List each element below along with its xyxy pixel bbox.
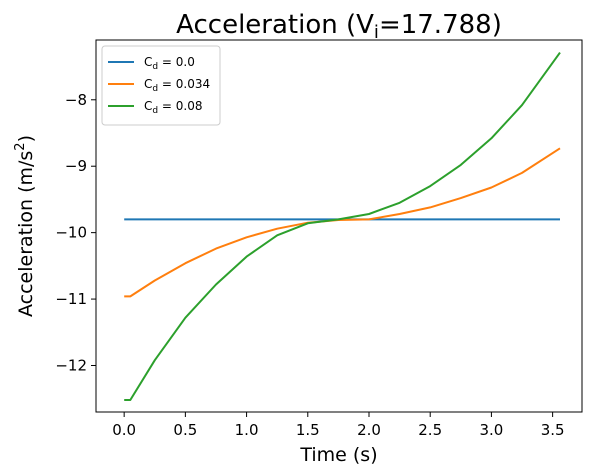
x-axis-ticks: 0.0 0.5 1.0 1.5 2.0 2.5 3.0 3.5 (112, 412, 565, 439)
legend-label-2: Cd = 0.08 (144, 99, 203, 116)
x-tick-label: 0.5 (173, 421, 197, 439)
y-axis-ticks: −12 −11 −10 −9 −8 (55, 91, 96, 375)
series-line-1 (124, 147, 561, 298)
x-tick-label: 1.5 (296, 421, 320, 439)
y-axis-title: Acceleration (m/s2) (13, 135, 37, 317)
legend-name-base: C (144, 77, 152, 91)
y-tick-label: −8 (65, 91, 87, 109)
y-tick-label: −12 (55, 357, 87, 375)
x-tick-label: 3.0 (479, 421, 503, 439)
axes-frame (95, 39, 583, 413)
x-tick-label: 3.5 (541, 421, 565, 439)
y-axis-title-text: Acceleration (m/s2) (13, 135, 37, 317)
series-line-2 (124, 52, 561, 401)
x-tick-label: 0.0 (112, 421, 136, 439)
legend-name-suffix: = 0.034 (158, 77, 210, 91)
x-tick-label: 1.0 (235, 421, 259, 439)
ylabel-prefix: Acceleration (m/s (15, 151, 37, 317)
x-axis-title: Time (s) (299, 444, 377, 466)
chart-title: Acceleration (Vi=17.788) (176, 10, 502, 43)
legend-label-0: Cd = 0.0 (144, 55, 195, 72)
y-tick-label: −10 (55, 224, 87, 242)
y-tick-label: −11 (55, 290, 87, 308)
legend-name-subscript: d (152, 106, 158, 116)
legend-name-suffix: = 0.08 (158, 99, 202, 113)
plot-area (95, 39, 583, 413)
legend-name-subscript: d (152, 62, 158, 72)
x-axis-title-text: Time (s) (299, 444, 377, 466)
title-subscript: i (374, 22, 379, 43)
x-tick-label: 2.5 (418, 421, 442, 439)
legend-label-1: Cd = 0.034 (144, 77, 210, 94)
ylabel-suffix: ) (15, 135, 37, 142)
legend-name-subscript: d (152, 84, 158, 94)
chart-title-text: Acceleration (Vi=17.788) (176, 10, 502, 43)
y-tick-label: −9 (65, 157, 87, 175)
title-suffix: =17.788) (379, 10, 502, 40)
ylabel-superscript: 2 (13, 142, 28, 150)
legend-name-base: C (144, 55, 152, 69)
legend-name-suffix: = 0.0 (158, 55, 195, 69)
x-tick-label: 2.0 (357, 421, 381, 439)
title-prefix: Acceleration (V (176, 10, 374, 40)
legend-name-base: C (144, 99, 152, 113)
